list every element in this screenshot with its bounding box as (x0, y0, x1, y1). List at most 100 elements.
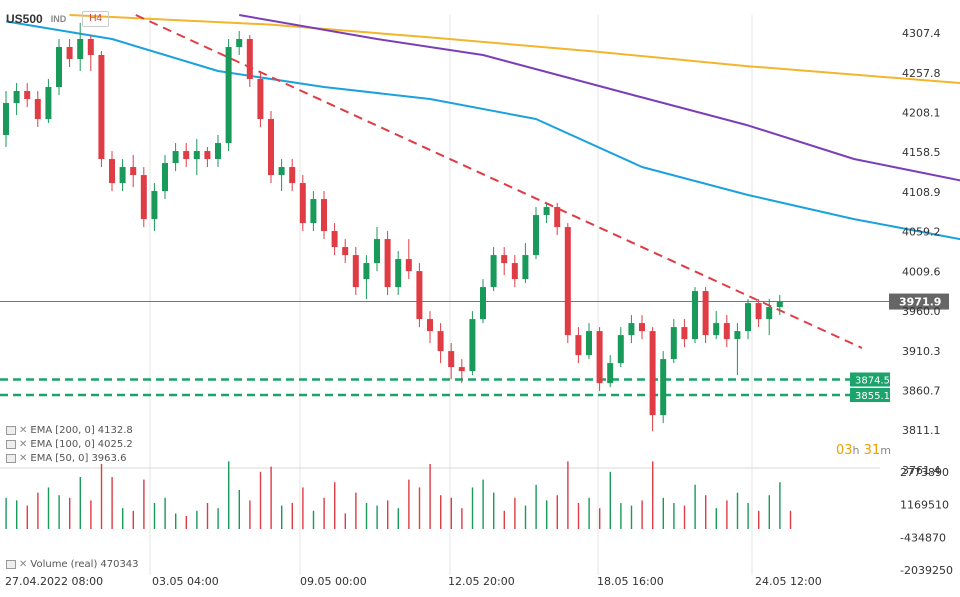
price-tick-label: 3860.7 (902, 385, 941, 398)
volume-bar (524, 505, 527, 529)
volume-bar (408, 479, 410, 529)
candle-body (395, 259, 402, 288)
candle-body (193, 151, 200, 160)
volume-tick-label: 1169510 (900, 499, 949, 512)
volume-bar (556, 495, 558, 529)
timer-minutes-unit: m (880, 444, 891, 457)
candle-body (236, 39, 243, 48)
close-icon[interactable]: ✕ (19, 453, 28, 464)
candle-body (246, 39, 253, 80)
legend-volume[interactable]: ✕ Volume (real) 470343 (6, 559, 139, 570)
indicator-settings-icon[interactable] (6, 426, 16, 435)
candle-body (586, 331, 592, 356)
candle-body (98, 55, 105, 160)
volume-bar (779, 482, 781, 529)
volume-bar (471, 487, 474, 529)
volume-bar (768, 495, 770, 529)
volume-bar (143, 479, 145, 529)
legend-ema100[interactable]: ✕ EMA [100, 0] 4025.2 (6, 439, 133, 450)
indicator-settings-icon[interactable] (6, 440, 16, 449)
legend-ema50[interactable]: ✕ EMA [50, 0] 3963.6 (6, 453, 126, 464)
price-tick-label: 4009.6 (902, 265, 941, 278)
close-icon[interactable]: ✕ (19, 425, 28, 436)
candle-body (776, 301, 783, 308)
candle-countdown: 03h 31m (836, 443, 891, 458)
volume-bar (90, 500, 92, 529)
candle-body (119, 167, 126, 184)
volume-bar (705, 495, 707, 529)
timeframe-button[interactable]: H4 (82, 11, 109, 27)
volume-bar (281, 505, 283, 529)
candle-body (469, 319, 476, 372)
candle-body (437, 331, 444, 352)
legend-ema50-label: EMA (30, 453, 53, 464)
candle-body (702, 291, 709, 336)
close-icon[interactable]: ✕ (19, 559, 28, 570)
legend-volume-value: 470343 (100, 559, 139, 570)
volume-bar (450, 497, 452, 529)
candle-body (766, 307, 773, 320)
volume-bar (652, 461, 654, 529)
volume-bar (641, 500, 643, 529)
candle-body (56, 47, 62, 88)
support-price-tag (850, 388, 890, 403)
candle-body (225, 47, 232, 144)
volume-bar (609, 471, 611, 529)
volume-bar (175, 513, 177, 529)
candle-body (215, 143, 221, 160)
price-tick-label: 4208.1 (902, 107, 941, 120)
candle-body (109, 159, 115, 184)
candle-body (204, 151, 211, 160)
ema50-line (5, 20, 960, 241)
candle-body (607, 363, 614, 384)
volume-bar (312, 510, 315, 529)
volume-bar (662, 497, 664, 529)
symbol-name[interactable]: US500 (6, 12, 43, 26)
support-price-label: 3874.5 (855, 375, 890, 386)
timer-hours: 03 (836, 443, 853, 458)
candle-body (448, 351, 455, 368)
volume-bar (47, 487, 50, 529)
time-axis-label: 24.05 12:00 (755, 575, 822, 588)
volume-bar (726, 500, 728, 529)
volume-bar (270, 466, 272, 529)
candle-body (24, 91, 31, 100)
volume-bar (111, 477, 113, 529)
close-icon[interactable]: ✕ (19, 439, 28, 450)
candle-body (670, 327, 677, 360)
candle-body (575, 335, 582, 356)
volume-bar (238, 490, 240, 529)
candle-body (480, 287, 486, 320)
candle-body (511, 263, 518, 280)
volume-bar (37, 492, 39, 529)
volume-bar (694, 484, 696, 529)
legend-volume-label: Volume (30, 559, 68, 570)
indicator-settings-icon[interactable] (6, 454, 16, 463)
candle-body (745, 303, 751, 332)
chart-header: US500 IND H4 (6, 8, 109, 30)
price-tick-label: 3761.4 (902, 464, 941, 477)
candle-body (533, 215, 539, 256)
candle-body (151, 191, 158, 220)
candle-body (278, 167, 285, 176)
legend-ema200[interactable]: ✕ EMA [200, 0] 4132.8 (6, 425, 133, 436)
volume-tick-label: -2039250 (900, 564, 953, 577)
price-tick-label: 3811.1 (902, 424, 941, 437)
volume-bar (599, 508, 601, 529)
volume-bar (546, 500, 548, 529)
candle-body (660, 359, 667, 416)
candle-body (681, 327, 688, 340)
volume-bar (58, 495, 60, 529)
volume-bar (206, 503, 209, 529)
volume-bar (196, 510, 198, 529)
volume-bar (387, 500, 389, 529)
candle-body (352, 255, 359, 288)
indicator-settings-icon[interactable] (6, 560, 16, 569)
candle-body (564, 227, 571, 336)
volume-bar (344, 513, 346, 529)
candle-body (628, 323, 635, 336)
candle-body (734, 331, 741, 340)
candle-body (384, 239, 391, 288)
